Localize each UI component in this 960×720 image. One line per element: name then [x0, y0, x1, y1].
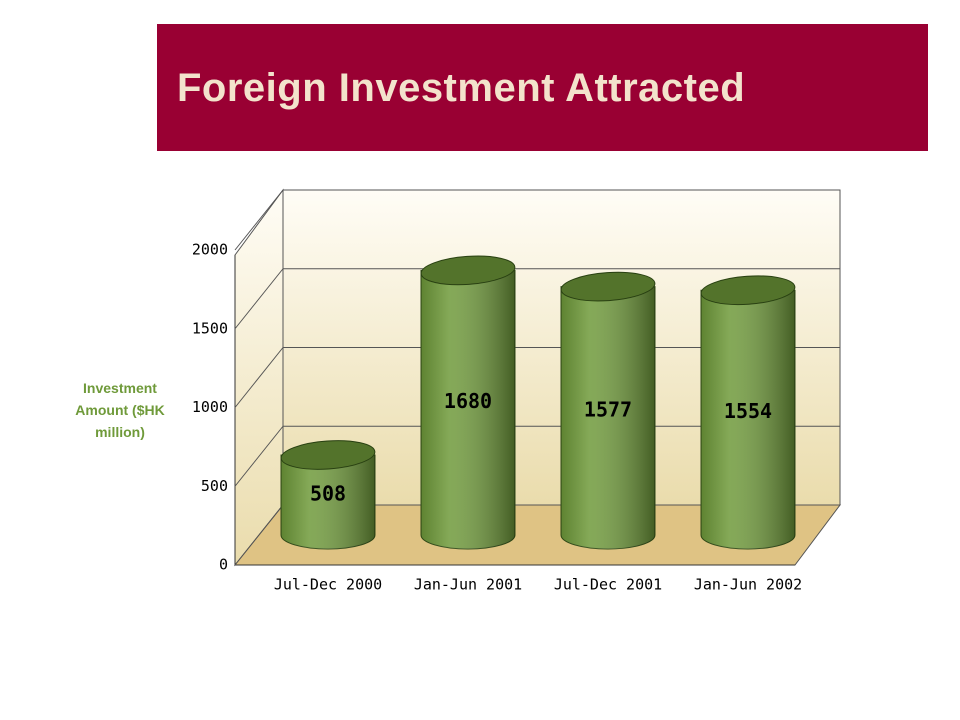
value-label: 508: [310, 481, 346, 505]
bar-top-shade: [701, 275, 795, 305]
title-banner: Foreign Investment Attracted: [157, 24, 928, 151]
x-tick-label: Jan-Jun 2002: [694, 576, 802, 594]
bar-shade: [701, 290, 795, 549]
y-tick-label: 2000: [192, 241, 228, 259]
x-tick-label: Jul-Dec 2000: [274, 576, 382, 594]
x-tick-label: Jan-Jun 2001: [414, 576, 522, 594]
bar-shade: [281, 454, 375, 549]
value-label: 1680: [444, 389, 492, 413]
bar-top-shade: [281, 440, 375, 470]
y-tick-label: 1500: [192, 319, 228, 337]
grid-line: [234, 268, 284, 330]
x-tick-label: Jul-Dec 2001: [554, 576, 662, 594]
y-tick-label: 1000: [192, 398, 228, 416]
y-tick-label: 0: [219, 556, 228, 574]
grid-line: [234, 425, 284, 487]
bar-top: [700, 275, 796, 306]
grid-line: [234, 347, 284, 408]
grid-line: [234, 189, 284, 251]
bar-shade: [561, 286, 655, 549]
bar-top-shade: [561, 272, 655, 301]
bar-top-shade: [421, 256, 515, 285]
bar-top: [280, 440, 376, 470]
y-axis-label: Investment Amount ($HK million): [75, 380, 165, 440]
value-label: 1554: [724, 399, 772, 423]
value-label: 1577: [584, 397, 632, 421]
bar-top: [420, 255, 516, 286]
bar-shade: [421, 270, 515, 549]
grid-line: [234, 504, 284, 566]
bar-top: [560, 271, 656, 302]
y-tick-label: 500: [201, 477, 228, 495]
slide-title: Foreign Investment Attracted: [177, 66, 746, 110]
